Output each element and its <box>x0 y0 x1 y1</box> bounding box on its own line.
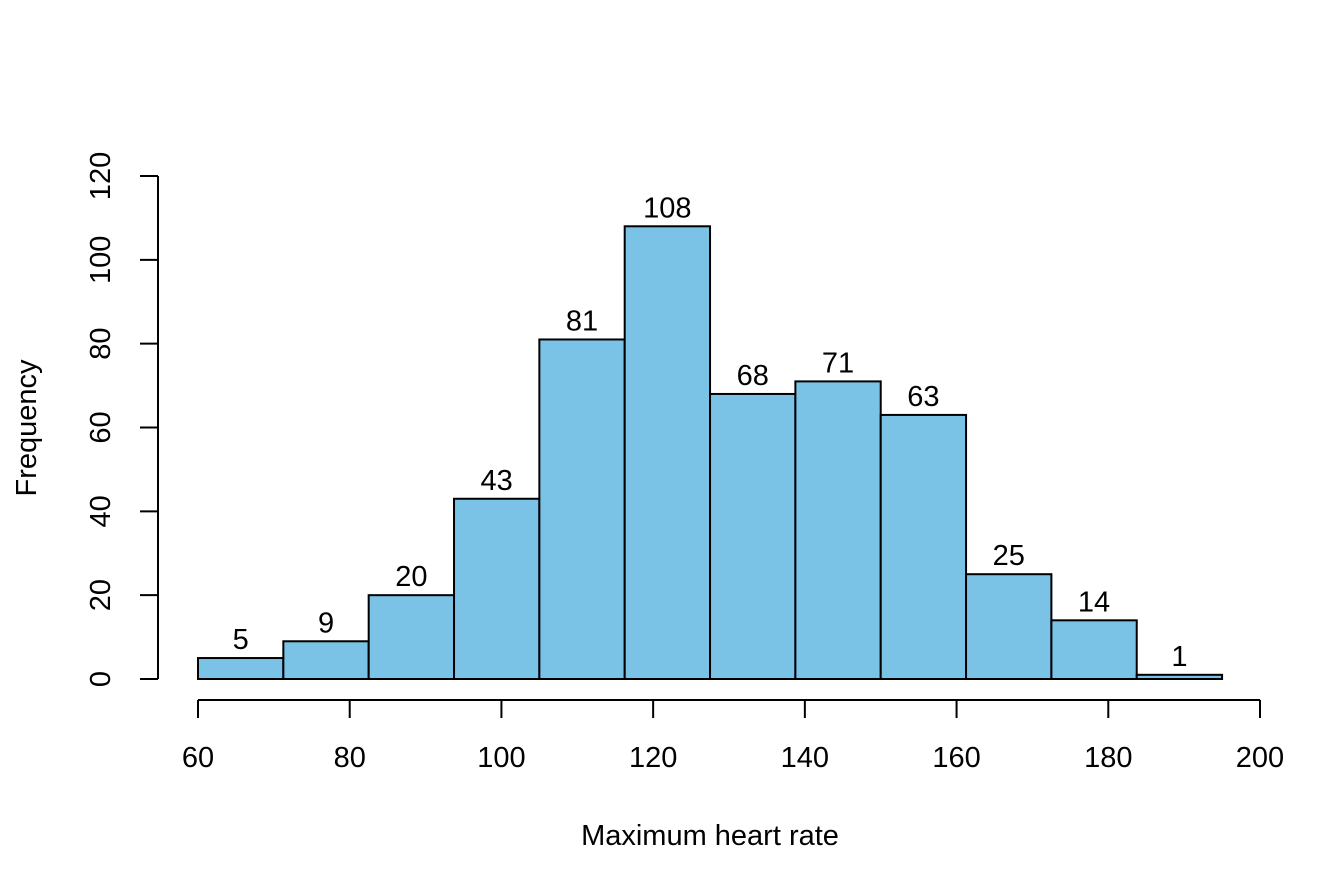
x-tick-label-2: 100 <box>477 742 525 774</box>
y-tick-label-4: 80 <box>85 328 117 360</box>
histogram-bar-1 <box>282 640 370 681</box>
y-tick-label-5: 100 <box>85 236 117 284</box>
x-tick-label-3: 120 <box>629 742 677 774</box>
y-tick-label-6: 120 <box>85 152 117 200</box>
x-axis: 60 80 100 120 140 160 180 200 <box>182 699 1284 774</box>
y-axis-title: Frequency <box>11 359 43 497</box>
bars-group <box>197 225 1224 681</box>
histogram-bar-8 <box>879 413 968 680</box>
bar-value-label-2: 20 <box>395 561 427 593</box>
bar-value-label-8: 63 <box>907 381 939 413</box>
bar-value-label-1: 9 <box>318 607 334 639</box>
bar-value-label-6: 68 <box>737 360 769 392</box>
histogram-bar-0 <box>197 657 285 681</box>
x-tick-label-6: 180 <box>1084 742 1132 774</box>
y-tick-label-1: 20 <box>85 579 117 611</box>
bar-labels-group: 5 9 20 43 81 108 68 71 63 25 14 1 <box>233 192 1188 673</box>
histogram-bar-11 <box>1135 673 1224 681</box>
x-tick-label-7: 200 <box>1236 742 1284 774</box>
x-tick-label-0: 60 <box>182 742 214 774</box>
y-tick-label-0: 0 <box>85 671 117 687</box>
x-axis-title: Maximum heart rate <box>581 820 839 852</box>
x-tick-label-5: 160 <box>932 742 980 774</box>
histogram-bar-9 <box>965 573 1053 680</box>
bar-value-label-9: 25 <box>993 540 1025 572</box>
bar-value-label-10: 14 <box>1078 586 1110 618</box>
bar-value-label-4: 81 <box>566 305 598 337</box>
histogram-bar-3 <box>453 497 541 680</box>
x-tick-label-4: 140 <box>781 742 829 774</box>
histogram-bar-4 <box>538 338 626 680</box>
histogram-bar-6 <box>709 392 797 680</box>
y-axis: 0 20 40 60 80 100 120 <box>85 152 159 687</box>
histogram-bar-10 <box>1050 619 1138 680</box>
x-tick-label-1: 80 <box>334 742 366 774</box>
bar-value-label-3: 43 <box>481 465 513 497</box>
y-tick-label-2: 40 <box>85 495 117 527</box>
histogram-bar-5 <box>623 225 712 681</box>
bar-value-label-7: 71 <box>822 347 854 379</box>
bar-value-label-11: 1 <box>1171 641 1187 673</box>
y-tick-label-3: 60 <box>85 411 117 443</box>
bar-value-label-5: 108 <box>643 192 691 224</box>
bar-value-label-0: 5 <box>233 624 249 656</box>
histogram-bar-2 <box>367 594 456 681</box>
histogram-bar-7 <box>794 380 882 680</box>
